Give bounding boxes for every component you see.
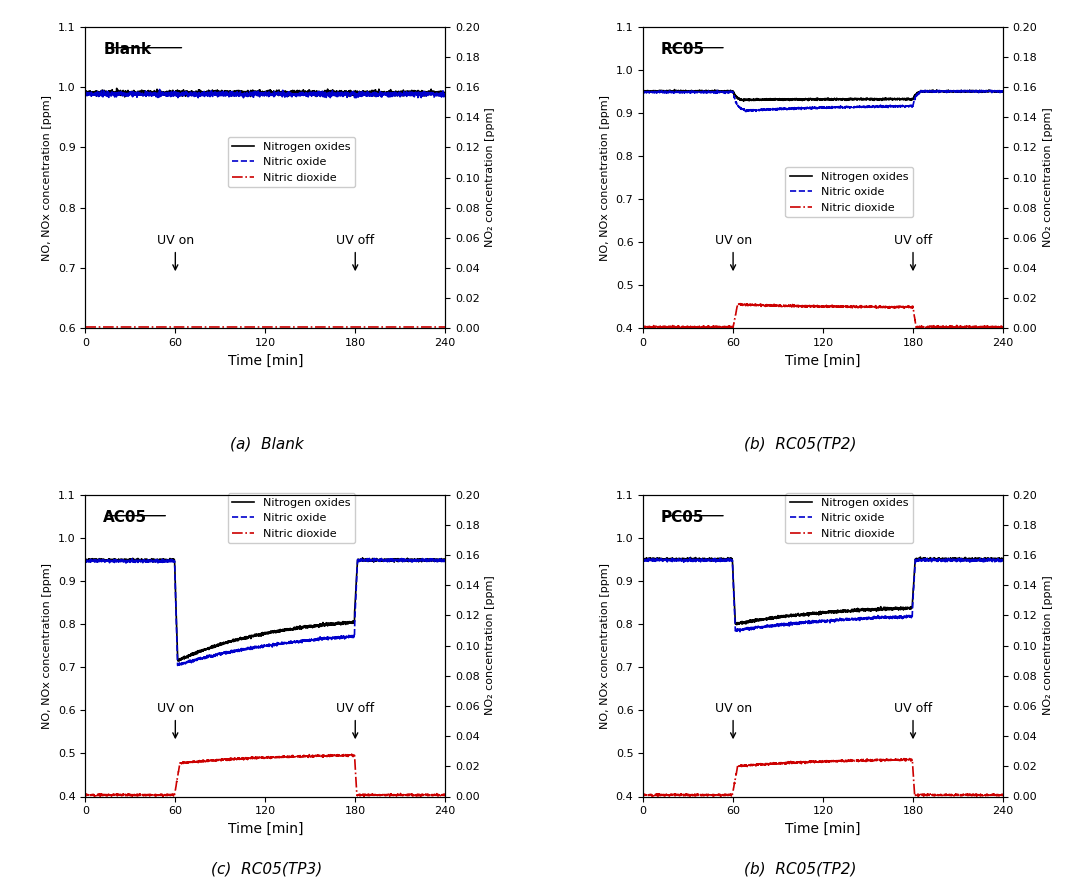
Y-axis label: NO, NOx concentration [ppm]: NO, NOx concentration [ppm]: [600, 95, 610, 260]
Text: UV on: UV on: [157, 234, 194, 270]
Text: UV off: UV off: [336, 702, 375, 738]
Text: UV on: UV on: [157, 702, 194, 738]
X-axis label: Time [min]: Time [min]: [785, 354, 861, 368]
Text: PC05: PC05: [662, 510, 704, 525]
Text: UV off: UV off: [894, 702, 933, 738]
X-axis label: Time [min]: Time [min]: [227, 354, 303, 368]
Y-axis label: NO, NOx concentration [ppm]: NO, NOx concentration [ppm]: [43, 563, 52, 728]
Legend: Nitrogen oxides, Nitric oxide, Nitric dioxide: Nitrogen oxides, Nitric oxide, Nitric di…: [785, 493, 913, 543]
Y-axis label: NO₂ concentration [ppm]: NO₂ concentration [ppm]: [485, 108, 495, 248]
Text: UV off: UV off: [894, 234, 933, 270]
Text: RC05: RC05: [662, 42, 705, 57]
Text: UV off: UV off: [336, 234, 375, 270]
X-axis label: Time [min]: Time [min]: [227, 822, 303, 835]
Text: AC05: AC05: [103, 510, 147, 525]
Text: UV on: UV on: [715, 702, 751, 738]
Y-axis label: NO₂ concentration [ppm]: NO₂ concentration [ppm]: [485, 575, 495, 715]
Y-axis label: NO₂ concentration [ppm]: NO₂ concentration [ppm]: [1044, 575, 1053, 715]
Text: UV on: UV on: [715, 234, 751, 270]
Text: (b)  RC05(TP2): (b) RC05(TP2): [744, 861, 857, 876]
Text: Blank: Blank: [103, 42, 152, 57]
Y-axis label: NO, NOx concentration [ppm]: NO, NOx concentration [ppm]: [43, 95, 52, 260]
X-axis label: Time [min]: Time [min]: [785, 822, 861, 835]
Legend: Nitrogen oxides, Nitric oxide, Nitric dioxide: Nitrogen oxides, Nitric oxide, Nitric di…: [227, 493, 355, 543]
Legend: Nitrogen oxides, Nitric oxide, Nitric dioxide: Nitrogen oxides, Nitric oxide, Nitric di…: [227, 137, 355, 187]
Y-axis label: NO, NOx concentration [ppm]: NO, NOx concentration [ppm]: [600, 563, 610, 728]
Legend: Nitrogen oxides, Nitric oxide, Nitric dioxide: Nitrogen oxides, Nitric oxide, Nitric di…: [785, 167, 913, 217]
Text: (c)  RC05(TP3): (c) RC05(TP3): [211, 861, 322, 876]
Text: (b)  RC05(TP2): (b) RC05(TP2): [744, 436, 857, 451]
Text: (a)  Blank: (a) Blank: [229, 436, 304, 451]
Y-axis label: NO₂ concentration [ppm]: NO₂ concentration [ppm]: [1044, 108, 1053, 248]
